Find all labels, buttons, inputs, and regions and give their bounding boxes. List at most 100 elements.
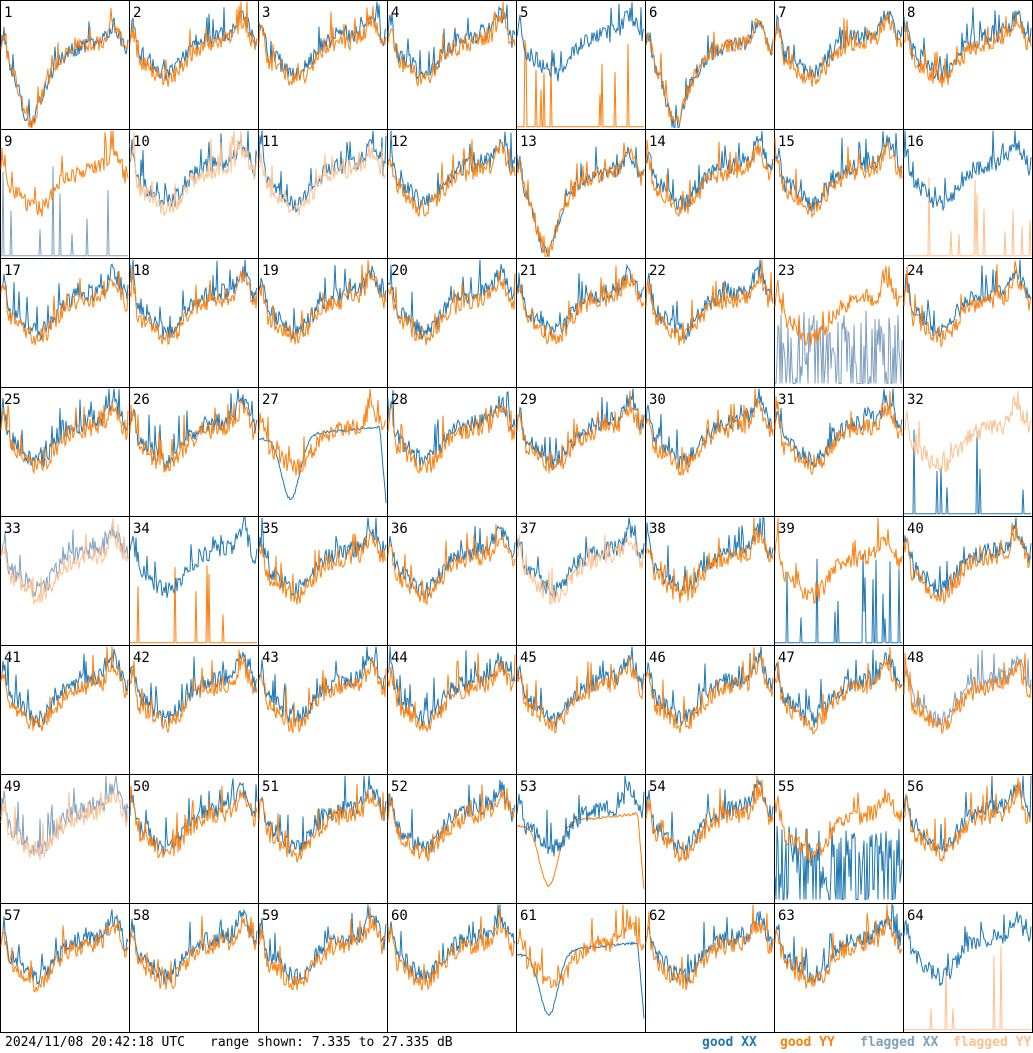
panel-44: 44 (387, 645, 517, 775)
trace-xx (516, 2, 645, 82)
trace-yy (774, 390, 903, 476)
trace-yy (258, 906, 387, 991)
trace-yy (516, 904, 645, 989)
panel-61: 61 (516, 903, 646, 1033)
panel-10: 10 (129, 129, 259, 259)
panel-label: 51 (262, 779, 279, 795)
trace-yy (516, 657, 645, 735)
trace-yy (904, 177, 1032, 257)
trace-yy (258, 260, 387, 345)
trace-xx (258, 775, 387, 856)
legend-flagged-xx: flagged XX (860, 1035, 939, 1050)
panel-label: 57 (4, 908, 21, 924)
panel-label: 17 (4, 263, 21, 279)
panel-label: 1 (4, 5, 12, 21)
panel-41: 41 (0, 645, 130, 775)
panel-label: 20 (391, 263, 408, 279)
panel-21: 21 (516, 258, 646, 388)
panel-4: 4 (387, 0, 517, 130)
panel-54: 54 (645, 774, 775, 904)
panel-56: 56 (903, 774, 1033, 904)
trace-yy (387, 1, 516, 87)
trace-yy (129, 400, 257, 473)
trace-yy (258, 531, 387, 605)
trace-xx (387, 779, 516, 855)
timestamp: 2024/11/08 20:42:18 UTC (5, 1035, 186, 1050)
trace-xx (516, 388, 645, 470)
panel-62: 62 (645, 903, 775, 1033)
trace-yy (774, 137, 903, 218)
panel-label: 60 (391, 908, 408, 924)
trace-xx (774, 10, 903, 80)
trace-yy (774, 647, 903, 735)
panel-37: 37 (516, 516, 646, 646)
panel-label: 58 (133, 908, 150, 924)
trace-xx (129, 651, 258, 727)
trace-yy (774, 12, 903, 88)
trace-yy (516, 534, 645, 606)
panel-label: 4 (391, 5, 399, 21)
trace-xx (903, 650, 1032, 727)
trace-yy (0, 270, 129, 346)
trace-yy (645, 17, 774, 125)
panel-15: 15 (774, 129, 904, 259)
trace-yy (129, 649, 258, 734)
panel-18: 18 (129, 258, 259, 388)
trace-yy (645, 517, 774, 603)
trace-yy (645, 647, 774, 733)
panel-frame (387, 516, 517, 646)
trace-yy (129, 785, 258, 859)
trace-yy (387, 524, 516, 605)
panel-frame (645, 903, 775, 1033)
panel-label: 41 (4, 650, 21, 666)
panel-52: 52 (387, 774, 517, 904)
panel-label: 37 (520, 521, 537, 537)
trace-yy (129, 1, 258, 87)
panel-7: 7 (774, 0, 904, 130)
panel-label: 43 (262, 650, 279, 666)
trace-yy (0, 400, 129, 475)
trace-xx (387, 525, 516, 600)
panel-42: 42 (129, 645, 259, 775)
panel-34: 34 (129, 516, 259, 646)
panel-28: 28 (387, 387, 517, 517)
trace-xx (1, 166, 128, 257)
trace-yy (903, 12, 1032, 88)
panel-58: 58 (129, 903, 259, 1033)
trace-yy (0, 918, 129, 993)
panel-label: 32 (907, 392, 924, 408)
trace-xx (903, 259, 1032, 339)
trace-xx (775, 310, 903, 384)
panel-33: 33 (0, 516, 130, 646)
trace-xx (258, 1, 387, 82)
trace-yy (774, 904, 903, 989)
panel-35: 35 (258, 516, 388, 646)
panel-label: 42 (133, 650, 150, 666)
panel-label: 12 (391, 134, 408, 150)
panel-53: 53 (516, 774, 646, 904)
panel-57: 57 (0, 903, 130, 1033)
panel-frame (774, 645, 904, 775)
trace-yy (516, 390, 645, 474)
panel-frame (258, 645, 388, 775)
panel-label: 52 (391, 779, 408, 795)
panel-22: 22 (645, 258, 775, 388)
panel-39: 39 (774, 516, 904, 646)
trace-yy (516, 265, 645, 345)
panel-8: 8 (903, 0, 1033, 130)
panel-27: 27 (258, 387, 388, 517)
trace-xx (129, 517, 258, 598)
panel-label: 11 (262, 134, 279, 150)
trace-yy (516, 142, 645, 257)
trace-yy (774, 517, 903, 604)
panel-31: 31 (774, 387, 904, 517)
trace-yy (645, 388, 774, 476)
trace-xx (775, 553, 902, 644)
panel-label: 56 (907, 779, 924, 795)
trace-yy (387, 784, 516, 862)
panel-label: 64 (907, 908, 924, 924)
panel-43: 43 (258, 645, 388, 775)
trace-yy (903, 522, 1032, 605)
panel-label: 14 (649, 134, 666, 150)
panel-label: 44 (391, 650, 408, 666)
